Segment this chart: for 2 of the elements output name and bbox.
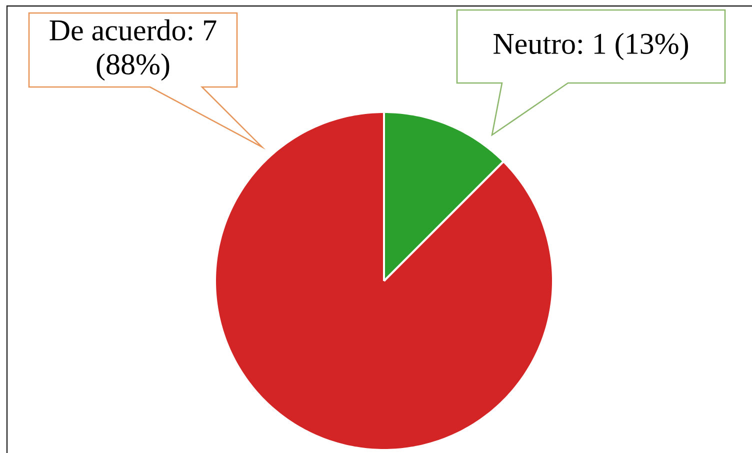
slice-label: De acuerdo: 7 (88%) <box>50 19 216 81</box>
slice-label: Neutro: 1 (13%) <box>494 32 688 60</box>
